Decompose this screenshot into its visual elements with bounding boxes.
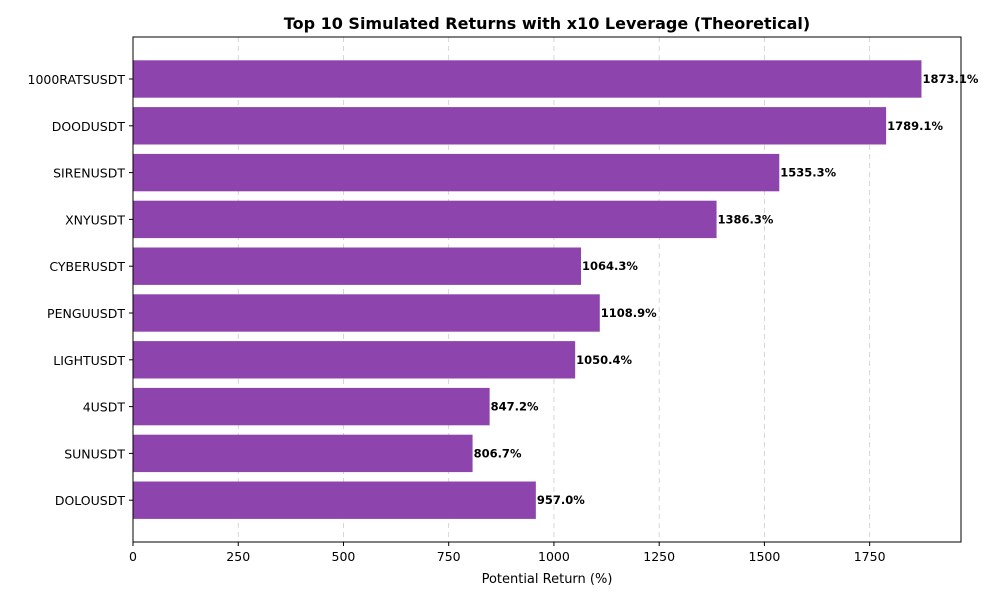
data-label: 1108.9% [601, 306, 657, 320]
x-tick-label: 0 [129, 549, 137, 564]
data-label: 1064.3% [582, 259, 638, 273]
bar [133, 247, 582, 285]
data-label: 806.7% [474, 446, 522, 460]
bar [133, 387, 490, 426]
chart-title: Top 10 Simulated Returns with x10 Levera… [284, 14, 810, 33]
x-tick-label: 1500 [749, 549, 781, 564]
y-tick-label: SUNUSDT [64, 446, 125, 461]
y-tick-label: DOODUSDT [52, 119, 126, 134]
data-label: 1873.1% [922, 72, 978, 86]
y-tick-label: XNYUSDT [65, 212, 125, 227]
bar [133, 481, 536, 519]
data-label: 1535.3% [780, 166, 836, 180]
x-tick-label: 1000 [538, 549, 570, 564]
plot-frame [132, 36, 962, 543]
bar [133, 153, 780, 192]
bar [133, 294, 600, 332]
x-tick-label: 500 [332, 549, 356, 564]
bar [133, 60, 922, 98]
y-tick-label: LIGHTUSDT [53, 353, 125, 368]
data-label: 847.2% [491, 400, 539, 414]
y-tick-label: SIRENUSDT [53, 166, 125, 181]
y-tick-label: 1000RATSUSDT [28, 72, 126, 87]
x-tick-label: 1750 [854, 549, 886, 564]
x-tick-label: 1250 [643, 549, 675, 564]
x-axis-label: Potential Return (%) [482, 572, 613, 587]
y-tick-label: DOLOUSDT [55, 493, 126, 508]
x-tick-label: 750 [437, 549, 461, 564]
bar [133, 107, 887, 145]
y-tick-label: 4USDT [83, 400, 126, 415]
data-label: 1386.3% [718, 212, 774, 226]
x-tick-label: 250 [226, 549, 250, 564]
data-label: 1789.1% [887, 119, 943, 133]
bar [133, 434, 473, 473]
data-label: 1050.4% [576, 353, 632, 367]
y-tick-label: CYBERUSDT [49, 259, 125, 274]
bar [133, 200, 717, 239]
y-tick-label: PENGUUSDT [47, 306, 125, 321]
bar [133, 341, 576, 379]
data-label: 957.0% [537, 493, 585, 507]
